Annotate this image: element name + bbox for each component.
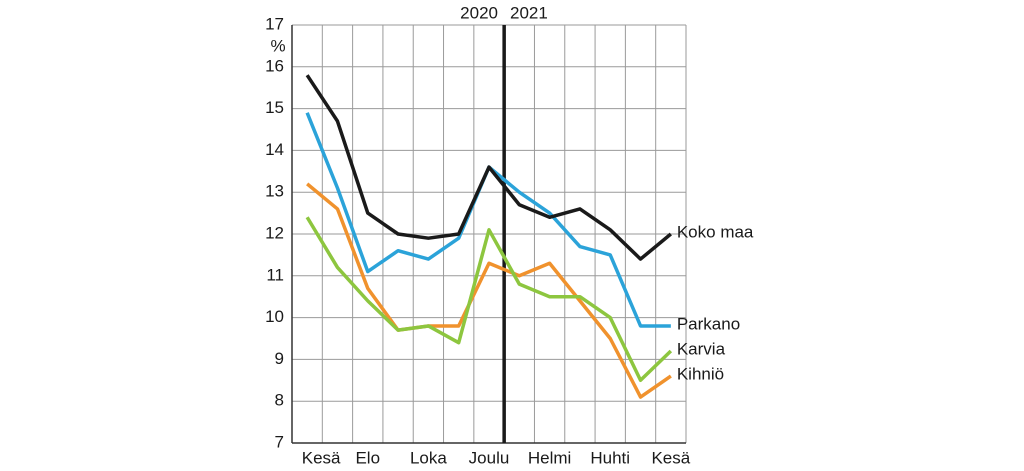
y-axis-label: % [270, 36, 285, 55]
y-tick-label: 16 [265, 56, 284, 75]
x-tick-label: Loka [410, 448, 447, 467]
x-tick-label: Huhti [590, 448, 630, 467]
series-line [305, 216, 673, 383]
y-tick-label: 13 [265, 182, 284, 201]
x-tick-label: Kesä [302, 448, 341, 467]
year-label: 2021 [510, 3, 548, 22]
y-tick-label: 15 [265, 98, 284, 117]
y-tick-label: 7 [275, 432, 284, 451]
series-label: Karvia [677, 340, 726, 359]
x-tick-label: Kesä [651, 448, 690, 467]
series-line [306, 182, 672, 399]
y-tick-label: 12 [265, 223, 284, 242]
x-tick-label: Helmi [528, 448, 571, 467]
y-tick-label: 14 [265, 140, 284, 159]
y-tick-label: 11 [266, 265, 284, 284]
y-tick-label: 10 [265, 307, 284, 326]
x-tick-label: Joulu [469, 448, 510, 467]
y-tick-label: 17 [265, 14, 284, 33]
series-label: Koko maa [677, 222, 754, 241]
year-label: 2020 [460, 3, 498, 22]
series-label: Parkano [677, 314, 740, 333]
x-tick-label: Elo [355, 448, 380, 467]
series-label: Kihniö [677, 365, 724, 384]
y-tick-label: 8 [275, 391, 284, 410]
series-line [305, 74, 672, 261]
y-tick-label: 9 [275, 349, 284, 368]
